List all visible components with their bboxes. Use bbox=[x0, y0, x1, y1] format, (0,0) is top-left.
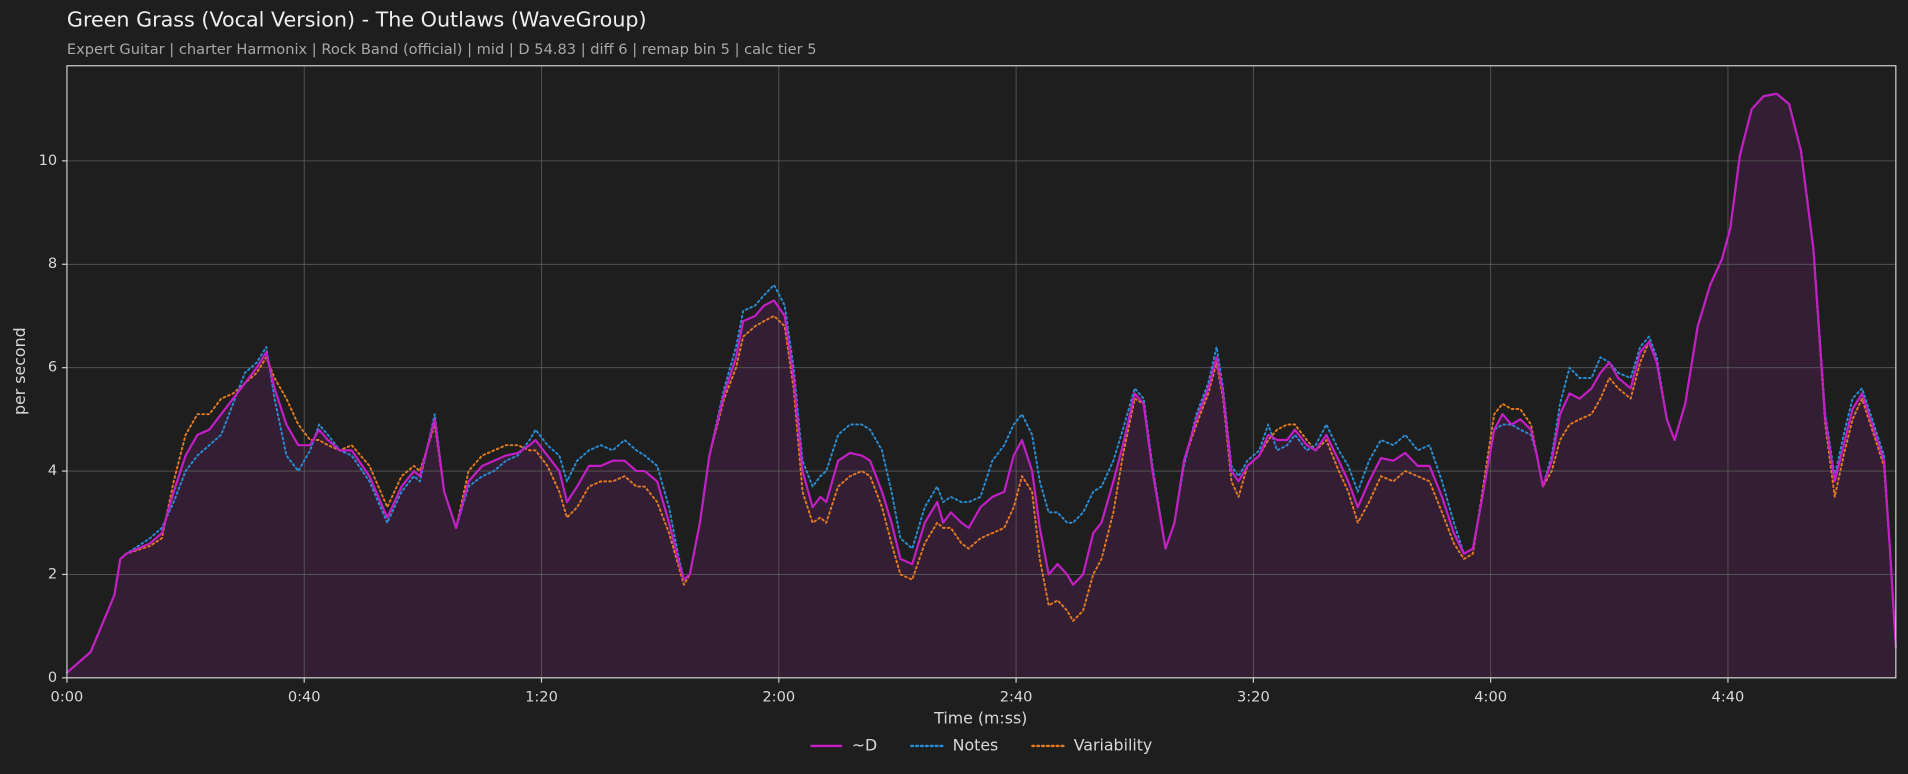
y-tick-label: 2 bbox=[48, 565, 57, 582]
y-tick-label: 0 bbox=[48, 669, 57, 686]
y-axis-label: per second bbox=[10, 327, 29, 415]
series-line bbox=[65, 92, 1897, 674]
series-line bbox=[65, 92, 1897, 674]
series-line bbox=[66, 92, 1897, 674]
legend: ~D Notes Variability bbox=[810, 735, 1152, 754]
x-tick-label: 0:00 bbox=[51, 688, 84, 705]
legend-item: Variability bbox=[1031, 735, 1153, 754]
chart-title: Green Grass (Vocal Version) - The Outlaw… bbox=[67, 8, 647, 32]
x-tick-label: 4:40 bbox=[1712, 688, 1745, 705]
y-tick-label: 6 bbox=[48, 359, 57, 376]
x-tick-label: 2:40 bbox=[1000, 688, 1033, 705]
plot-frame bbox=[66, 65, 1897, 679]
legend-item: ~D bbox=[810, 735, 877, 754]
legend-label: Notes bbox=[953, 735, 999, 754]
chart-subtitle: Expert Guitar | charter Harmonix | Rock … bbox=[67, 41, 817, 58]
legend-label: ~D bbox=[852, 735, 877, 754]
area bbox=[66, 93, 1896, 678]
x-tick-label: 1:20 bbox=[525, 688, 558, 705]
y-tick-label: 4 bbox=[48, 462, 57, 479]
x-tick-label: 4:00 bbox=[1474, 688, 1507, 705]
legend-label: Variability bbox=[1074, 735, 1153, 754]
x-tick-label: 0:40 bbox=[288, 688, 321, 705]
y-tick-label: 8 bbox=[48, 255, 57, 272]
y-tick-label: 10 bbox=[39, 152, 58, 169]
legend-item: Notes bbox=[910, 735, 999, 754]
x-axis-label: Time (m:ss) bbox=[933, 709, 1027, 728]
plot-area: 0 2 4 6 8 10 0:00 0:40 1:20 2:00 2:40 3:20 4:00 4:40 bbox=[39, 65, 1897, 705]
x-tick-label: 2:00 bbox=[762, 688, 795, 705]
x-tick-label: 3:20 bbox=[1237, 688, 1270, 705]
